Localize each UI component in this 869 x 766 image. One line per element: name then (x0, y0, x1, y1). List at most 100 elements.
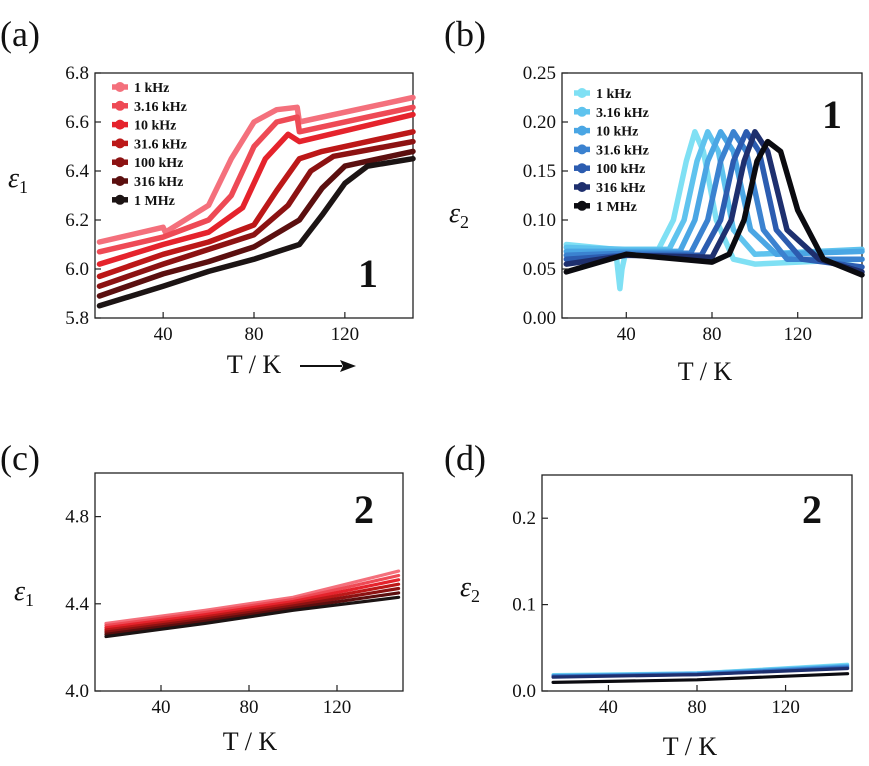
panel-b-compound-label: 1 (822, 92, 842, 137)
series-line-7 (96, 155, 416, 309)
x-tick-label: 120 (323, 697, 352, 718)
panel-c-label: (c) (0, 438, 40, 478)
panel-a-ticks: 40 80 120 5.8 6.0 6.2 6.4 6.6 6.8 (65, 63, 359, 345)
legend-entry: 3.16 kHz (574, 106, 649, 121)
x-tick-label: 40 (617, 324, 636, 345)
legend-label: 316 kHz (134, 175, 183, 190)
panel-b-ylabel: ε2 (449, 198, 469, 232)
panel-a-compound-label: 1 (358, 251, 378, 296)
series-line-5 (104, 586, 401, 634)
legend-label: 1 kHz (134, 81, 169, 96)
legend-label: 10 kHz (596, 125, 638, 140)
legend-entry: 31.6 kHz (112, 137, 187, 152)
panel-b-label: (b) (444, 14, 486, 54)
x-tick-label: 80 (688, 697, 707, 718)
panel-c-xlabel: T / K (223, 727, 278, 756)
legend-label: 3.16 kHz (134, 100, 187, 115)
y-tick-label: 0.0 (512, 681, 536, 702)
y-tick-label: 6.0 (65, 259, 89, 280)
y-tick-label: 4.4 (65, 594, 89, 615)
legend-entry: 100 kHz (112, 156, 183, 171)
legend-label: 10 kHz (134, 119, 176, 134)
y-tick-label: 6.4 (65, 161, 89, 182)
legend-swatch-marker (115, 138, 125, 149)
series-line-7 (551, 672, 850, 685)
series-line-5 (96, 138, 416, 289)
legend-entry: 10 kHz (112, 119, 176, 134)
x-tick-label: 40 (152, 697, 171, 718)
legend-label: 316 kHz (596, 181, 645, 196)
panel-b-plot (563, 129, 865, 292)
arrow-icon (300, 360, 356, 372)
panel-c-plot (104, 569, 401, 639)
y-tick-label: 0.15 (523, 161, 556, 182)
panel-d-xlabel: T / K (663, 732, 718, 761)
legend-entry: 31.6 kHz (574, 143, 649, 158)
y-tick-label: 6.8 (65, 63, 89, 84)
legend-swatch-marker (115, 100, 125, 111)
legend-label: 100 kHz (134, 156, 183, 171)
legend-entry: 3.16 kHz (112, 100, 187, 115)
legend-entry: 1 kHz (112, 81, 169, 96)
x-tick-label: 120 (783, 324, 812, 345)
legend-label: 100 kHz (596, 162, 645, 177)
y-tick-label: 4.0 (65, 681, 89, 702)
x-tick-label: 80 (245, 324, 264, 345)
panel-a: (a) 40 80 120 5.8 6.0 6.2 6.4 6.6 6.8 1 kHz 3.16 … (0, 14, 416, 379)
legend-entry: 1 kHz (574, 87, 631, 102)
legend-entry: 100 kHz (574, 162, 645, 177)
panel-d: (d) 40 80 120 0.0 0.1 0.2 2 ε2 T / K (444, 438, 853, 761)
panel-a-plot (96, 94, 416, 309)
legend-swatch-marker (577, 182, 587, 192)
panel-c: (c) 40 80 120 4.0 4.4 4.8 2 ε1 T / K (0, 438, 404, 756)
series-line-2 (104, 573, 401, 628)
y-tick-label: 0.1 (512, 595, 536, 616)
y-tick-label: 5.8 (65, 308, 89, 329)
series-line-6 (96, 148, 416, 299)
y-tick-label: 0.05 (523, 259, 556, 280)
panel-c-ticks: 40 80 120 4.0 4.4 4.8 (65, 507, 351, 718)
x-tick-label: 80 (703, 324, 722, 345)
panel-b-legend: 1 kHz 3.16 kHz 10 kHz 31.6 kHz 100 kHz 316 kH… (574, 87, 649, 215)
y-tick-label: 0.10 (523, 210, 556, 231)
series-line-2 (96, 104, 416, 255)
x-tick-label: 40 (599, 697, 618, 718)
panel-a-label: (a) (0, 14, 40, 54)
legend-swatch-marker (115, 82, 125, 92)
legend-swatch-marker (577, 88, 587, 98)
legend-swatch-marker (577, 163, 587, 174)
legend-swatch-marker (115, 157, 125, 168)
legend-swatch-marker (577, 144, 587, 155)
legend-label: 1 MHz (134, 194, 175, 209)
panel-b-ticks: 40 80 120 0.00 0.05 0.10 0.15 0.20 0.25 (523, 63, 812, 345)
x-tick-label: 80 (240, 697, 259, 718)
legend-swatch-marker (115, 176, 125, 186)
legend-entry: 316 kHz (574, 181, 645, 196)
legend-label: 3.16 kHz (596, 106, 649, 121)
legend-label: 31.6 kHz (134, 137, 187, 152)
legend-entry: 10 kHz (574, 125, 638, 140)
legend-label: 1 kHz (596, 87, 631, 102)
y-tick-label: 0.20 (523, 112, 556, 133)
panel-c-ylabel: ε1 (14, 576, 34, 610)
panel-a-xlabel: T / K (227, 350, 282, 379)
x-tick-label: 120 (331, 324, 360, 345)
legend-swatch-marker (577, 106, 587, 117)
legend-swatch-marker (577, 125, 587, 136)
y-tick-label: 0.25 (523, 63, 556, 84)
panel-d-compound-label: 2 (802, 487, 822, 532)
legend-entry: 316 kHz (112, 175, 183, 190)
series-line-3 (104, 578, 401, 630)
series-line-1 (104, 569, 401, 626)
panel-d-ticks: 40 80 120 0.0 0.1 0.2 (512, 508, 800, 718)
panel-d-ylabel: ε2 (460, 572, 480, 606)
panel-b: (b) 40 80 120 0.00 0.05 0.10 0.15 0.20 0.25 1 kH… (444, 14, 865, 386)
y-tick-label: 0.2 (512, 508, 536, 529)
series-line-4 (96, 129, 416, 280)
legend-swatch-marker (577, 200, 587, 211)
panel-a-legend: 1 kHz 3.16 kHz 10 kHz 31.6 kHz 100 kHz 316 kH… (112, 81, 187, 209)
legend-label: 1 MHz (596, 200, 637, 215)
panel-d-plot (551, 662, 850, 685)
series-line-7 (104, 595, 401, 639)
